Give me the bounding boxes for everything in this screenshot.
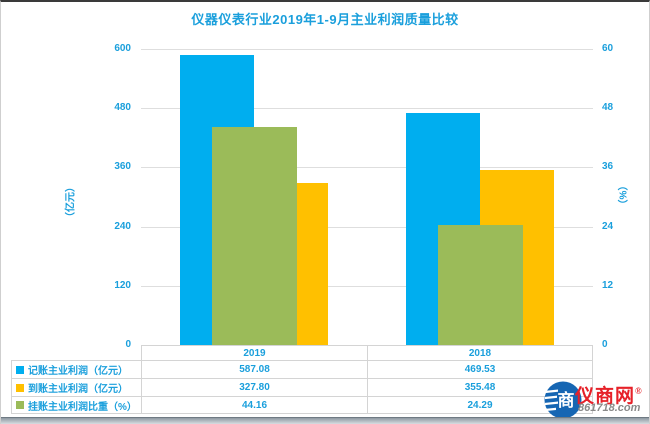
legend-item-outstanding-ratio: 挂账主业利润比重（%） (11, 396, 141, 414)
left-axis-title: （亿元） (65, 182, 77, 222)
gridline (141, 285, 593, 287)
legend-item-recorded-profit: 记账主业利润（亿元） (11, 360, 141, 378)
gridline (141, 167, 593, 169)
chart-title: 仪器仪表行业2019年1-9月主业利润质量比较 (191, 12, 459, 27)
plot-area (141, 49, 593, 345)
yishang-logo-icon: 商 (544, 381, 582, 419)
bar-series3-2018 (438, 225, 523, 345)
legend-label: 记账主业利润（亿元） (28, 366, 128, 377)
table-cell-recorded-2018: 469.53 (367, 360, 593, 378)
right-axis-tick-label: 12 (602, 279, 614, 291)
column-header-2018: 2018 (367, 345, 593, 360)
watermark-site-name: 仪商网® (575, 386, 642, 407)
registered-mark: ® (635, 386, 642, 396)
left-axis-tick-label: 0 (125, 339, 131, 350)
table-cell-received-2019: 327.80 (141, 378, 367, 396)
right-axis-tick-label: 24 (602, 220, 614, 232)
bottom-edge-band (1, 417, 649, 424)
right-axis-tick-label: 60 (602, 43, 614, 54)
left-axis-tick-label: 120 (114, 279, 131, 291)
legend-key-yellow-icon (16, 383, 24, 392)
left-axis-tick-label: 600 (114, 43, 131, 54)
column-header-2019: 2019 (141, 345, 367, 360)
chart-data-table: 2019 2018 记账主业利润（亿元） 587.08 469.53 到账主业利… (11, 345, 593, 414)
legend-label: 到账主业利润（亿元） (28, 384, 128, 395)
legend-label: 挂账主业利润比重（%） (28, 401, 137, 413)
left-axis-tick-label: 480 (114, 102, 131, 114)
watermark-site-url: 861718.com (578, 402, 641, 414)
bar-series3-2019 (212, 127, 297, 345)
right-axis-tick-label: 0 (602, 339, 608, 350)
table-cell-recorded-2019: 587.08 (141, 360, 367, 378)
svg-text:商: 商 (558, 390, 575, 410)
legend-key-green-icon (16, 401, 24, 409)
right-axis-tick-label: 48 (602, 102, 614, 114)
right-axis-title: （%） (618, 180, 630, 210)
gridline (141, 108, 593, 110)
table-cell-received-2018: 355.48 (367, 378, 593, 396)
table-cell-ratio-2019: 44.16 (141, 396, 367, 414)
right-axis-tick-label: 36 (602, 161, 614, 173)
gridline (141, 226, 593, 228)
table-cell-ratio-2018: 24.29 (367, 396, 593, 414)
legend-item-received-profit: 到账主业利润（亿元） (11, 378, 141, 396)
left-axis-tick-label: 240 (114, 220, 131, 232)
left-axis-tick-label: 360 (114, 161, 131, 173)
legend-key-blue-icon (16, 365, 24, 374)
gridline (141, 49, 593, 50)
